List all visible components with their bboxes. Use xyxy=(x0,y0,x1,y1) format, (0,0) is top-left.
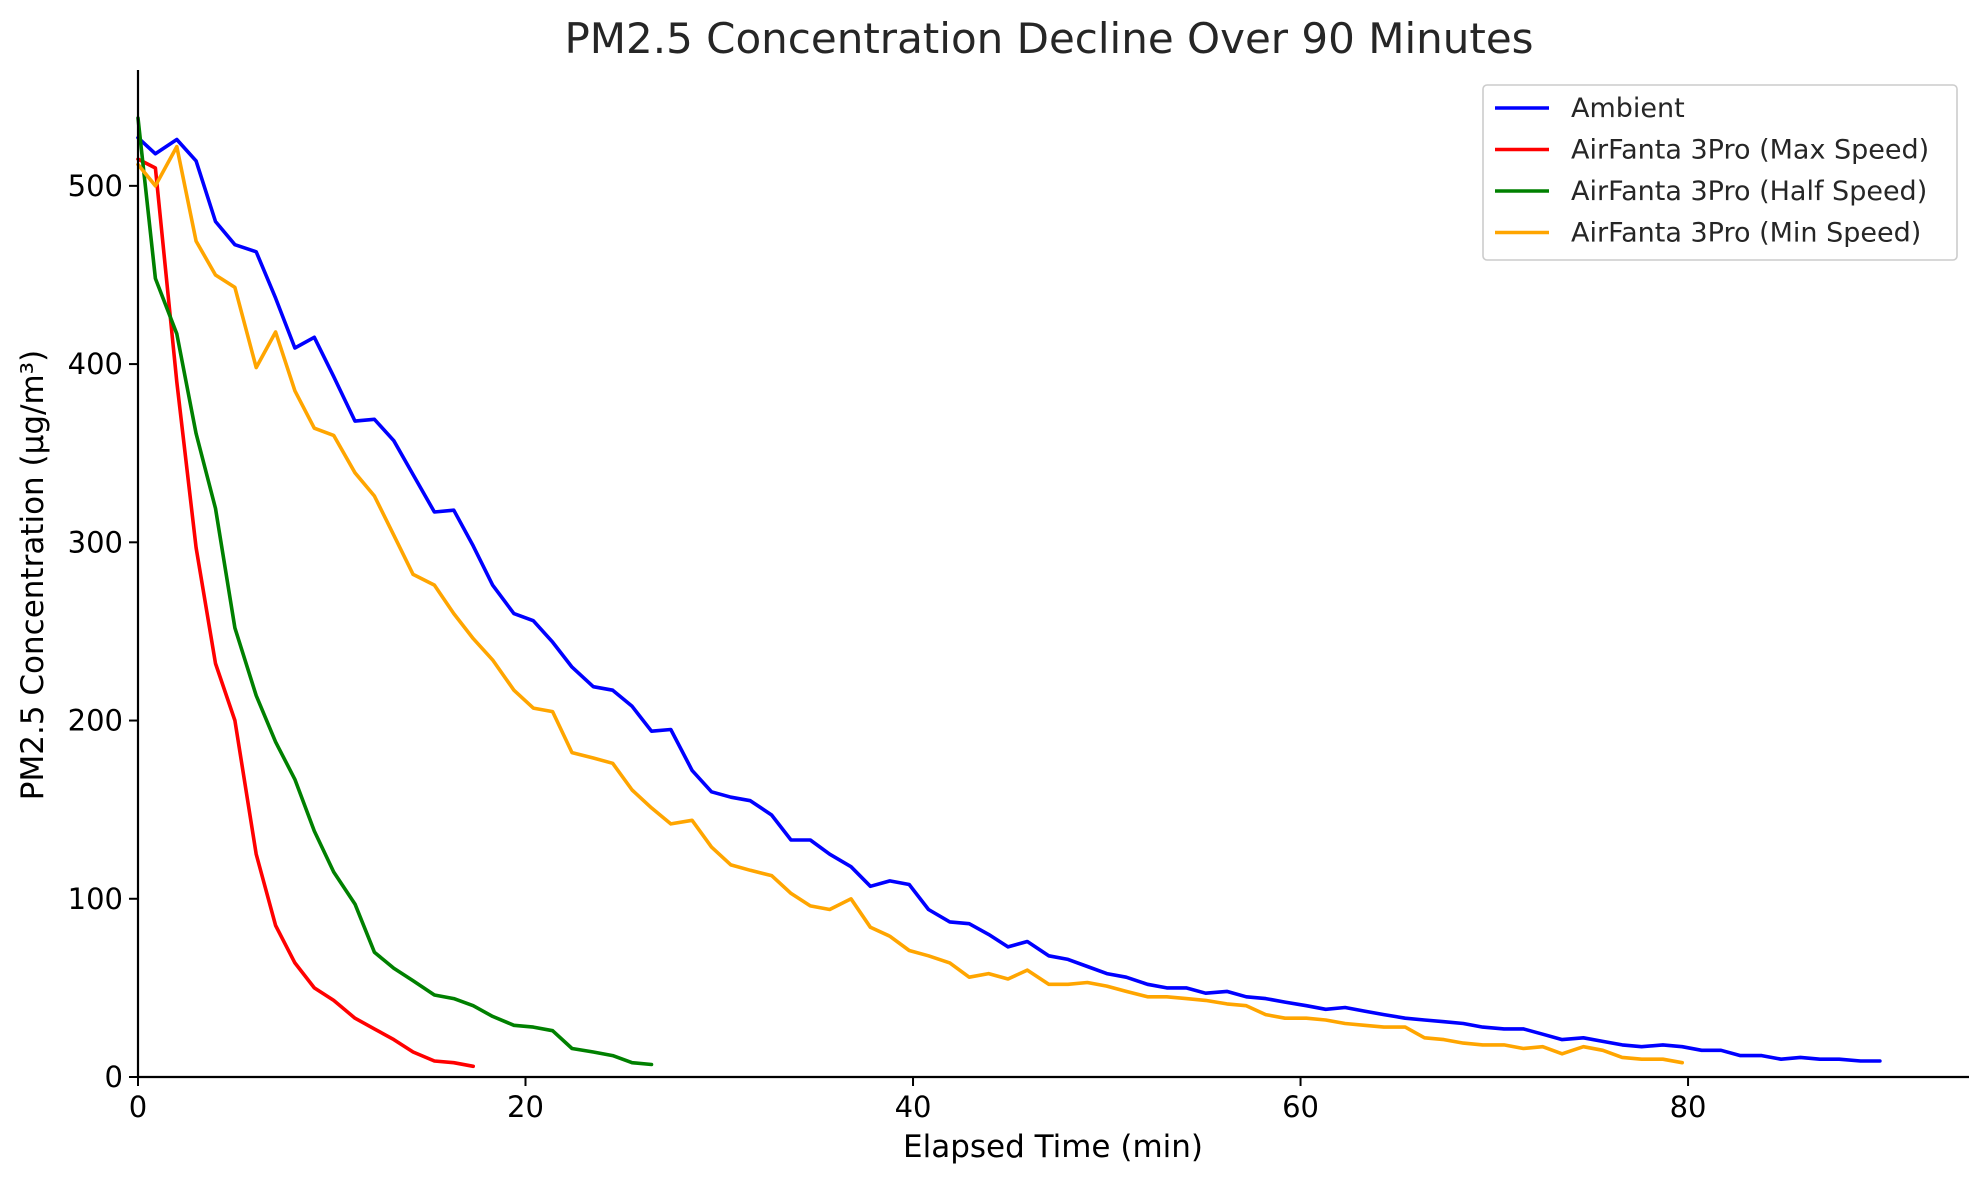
y-axis-label: PM2.5 Concentration (µg/m³) xyxy=(15,350,51,800)
series-line-2 xyxy=(136,116,654,1067)
x-tick-label: 20 xyxy=(507,1090,544,1124)
legend: Ambient AirFanta 3Pro (Max Speed) AirFanta… xyxy=(1482,84,1958,261)
series-line-3 xyxy=(136,144,1684,1065)
y-tick-label: 100 xyxy=(68,882,123,916)
x-tick-label: 40 xyxy=(895,1090,932,1124)
x-axis-ticks: 0 20 40 60 80 xyxy=(129,1077,1707,1124)
y-tick-label: 0 xyxy=(105,1060,123,1094)
x-tick-label: 60 xyxy=(1282,1090,1319,1124)
y-tick-label: 300 xyxy=(68,525,123,559)
x-axis-label: Elapsed Time (min) xyxy=(903,1129,1203,1165)
legend-label: AirFanta 3Pro (Min Speed) xyxy=(1571,218,1921,249)
y-tick-label: 400 xyxy=(68,347,123,381)
legend-frame xyxy=(1482,84,1958,261)
y-tick-label: 200 xyxy=(68,704,123,738)
series-line-0 xyxy=(136,135,1882,1063)
x-tick-label: 80 xyxy=(1670,1090,1707,1124)
series-line-1 xyxy=(136,157,476,1069)
legend-label: Ambient xyxy=(1571,93,1685,124)
chart-title: PM2.5 Concentration Decline Over 90 Minu… xyxy=(564,14,1533,63)
y-axis-ticks: 0 100 200 300 400 500 xyxy=(68,169,138,1094)
x-tick-label: 0 xyxy=(129,1090,147,1124)
legend-label: AirFanta 3Pro (Max Speed) xyxy=(1571,135,1929,166)
legend-label: AirFanta 3Pro (Half Speed) xyxy=(1571,176,1927,207)
y-tick-label: 500 xyxy=(68,169,123,203)
plot-area xyxy=(136,116,1882,1069)
